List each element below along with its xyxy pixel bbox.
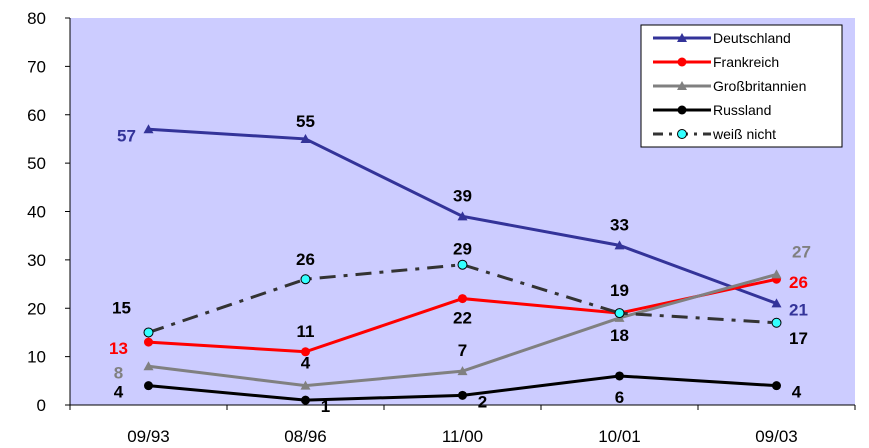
data-point-2-1 xyxy=(300,380,311,390)
data-point-4-4 xyxy=(771,317,782,328)
legend-marker-3 xyxy=(677,105,687,115)
data-point-4-0 xyxy=(143,327,154,338)
series-group xyxy=(143,124,782,405)
data-label: 26 xyxy=(789,273,808,292)
x-tick-label: 11/00 xyxy=(442,427,483,446)
data-label: 6 xyxy=(615,388,624,407)
legend-label-4: weiß nicht xyxy=(712,126,776,142)
data-label: 17 xyxy=(789,329,808,348)
data-label: 4 xyxy=(792,383,802,402)
data-point-0-0 xyxy=(143,124,154,134)
data-point-1-0 xyxy=(144,337,153,347)
data-point-0-1 xyxy=(300,133,311,143)
legend-label-1: Frankreich xyxy=(713,54,779,70)
legend-label-2: Großbritannien xyxy=(713,78,806,94)
data-label: 4 xyxy=(301,354,311,373)
data-label: 18 xyxy=(610,326,629,345)
data-label: 39 xyxy=(453,186,472,205)
y-tick-label: 60 xyxy=(27,106,46,125)
x-tick-label: 10/01 xyxy=(598,427,641,446)
data-label: 26 xyxy=(296,250,315,269)
x-tick-label: 09/93 xyxy=(127,427,170,446)
data-label: 15 xyxy=(112,298,131,317)
series-line-4 xyxy=(148,263,777,334)
y-tick-label: 30 xyxy=(27,251,46,270)
data-label: 27 xyxy=(792,242,811,261)
data-point-4-3 xyxy=(614,308,625,319)
data-point-1-2 xyxy=(458,294,467,304)
data-label: 1 xyxy=(321,397,330,416)
legend-marker-0 xyxy=(677,33,687,42)
data-point-3-0 xyxy=(144,381,153,391)
x-tick-label: 08/96 xyxy=(284,427,327,446)
legend-marker-1 xyxy=(677,57,687,67)
data-point-2-4 xyxy=(771,269,782,279)
legend-marker-2 xyxy=(677,81,687,90)
data-point-0-2 xyxy=(457,211,468,221)
data-point-0-4 xyxy=(771,298,782,308)
legend-label-0: Deutschland xyxy=(713,30,791,46)
data-point-4-2 xyxy=(457,259,468,270)
data-label: 55 xyxy=(296,112,315,131)
data-point-2-2 xyxy=(457,366,468,376)
y-tick-label: 40 xyxy=(27,203,46,222)
y-tick-label: 80 xyxy=(27,9,46,28)
data-label: 33 xyxy=(610,215,629,234)
data-point-4-1 xyxy=(300,274,311,285)
data-label: 22 xyxy=(453,309,472,328)
data-label: 57 xyxy=(117,126,136,145)
x-tick-label: 09/03 xyxy=(755,427,798,446)
legend-marker-4 xyxy=(677,129,687,139)
data-label: 13 xyxy=(109,339,128,358)
data-point-1-1 xyxy=(301,347,310,357)
y-tick-label: 0 xyxy=(37,396,46,415)
axes: 0 10 20 30 40 50 60 70 80 09/93 08/96 11/00 10/01 09/… xyxy=(27,9,856,446)
data-point-3-3 xyxy=(615,371,624,381)
data-label: 2 xyxy=(478,392,487,411)
y-tick-label: 50 xyxy=(27,154,46,173)
data-point-3-1 xyxy=(301,395,310,405)
data-point-3-4 xyxy=(772,381,781,391)
data-label: 4 xyxy=(114,383,124,402)
data-label: 11 xyxy=(297,322,315,341)
data-label: 8 xyxy=(114,363,123,382)
legend-label-3: Russland xyxy=(713,102,771,118)
data-label: 19 xyxy=(610,281,629,300)
data-label: 7 xyxy=(458,341,467,360)
legend: Deutschland Frankreich Großbritannien Russl… xyxy=(640,24,843,148)
data-point-0-3 xyxy=(614,240,625,250)
y-tick-label: 20 xyxy=(27,299,46,318)
data-point-2-0 xyxy=(143,361,154,371)
data-label: 29 xyxy=(453,240,472,259)
y-tick-label: 70 xyxy=(27,57,46,76)
y-tick-label: 10 xyxy=(27,348,46,367)
data-point-3-2 xyxy=(458,390,467,400)
data-label: 21 xyxy=(789,300,808,319)
